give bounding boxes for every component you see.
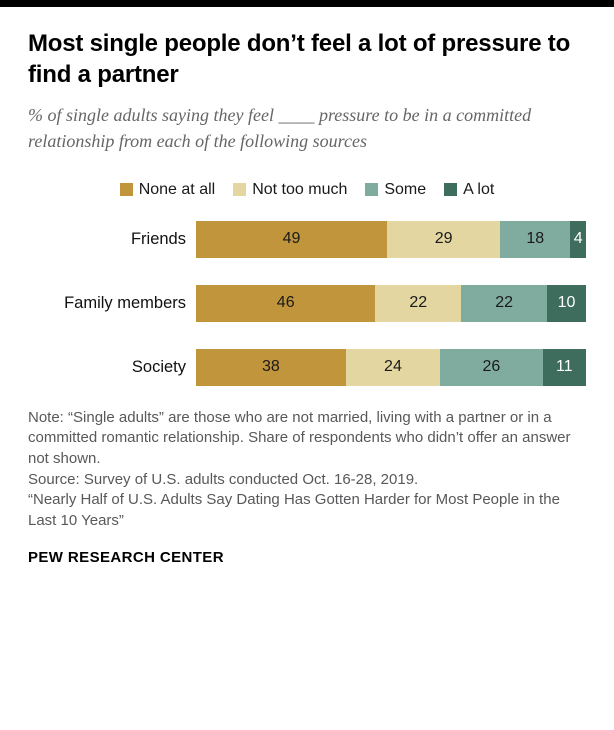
stacked-bar: 49 29 18 4 bbox=[196, 220, 586, 258]
bar-segment: 18 bbox=[500, 220, 571, 258]
bar-segment: 22 bbox=[375, 284, 462, 322]
chart-rows: Friends 49 29 18 4 Family members 46 22 22 10 Soci… bbox=[28, 220, 586, 386]
stacked-bar: 38 24 26 11 bbox=[196, 348, 586, 386]
legend-item: Some bbox=[365, 181, 426, 199]
report-title-text: “Nearly Half of U.S. Adults Say Dating H… bbox=[28, 491, 560, 529]
legend-label: Not too much bbox=[252, 180, 348, 198]
legend-item: None at all bbox=[119, 180, 216, 199]
note-text: Note: “Single adults” are those who are … bbox=[28, 408, 571, 467]
legend-label: Some bbox=[384, 180, 427, 198]
pew-research-center-wordmark: PEW RESEARCH CENTER bbox=[28, 548, 224, 566]
legend-item: Not too much bbox=[233, 181, 347, 199]
page-title: Most single people don’t feel a lot of p… bbox=[28, 30, 571, 88]
legend-swatch bbox=[365, 183, 379, 197]
bar-segment: 29 bbox=[387, 220, 501, 258]
category-label: Society bbox=[131, 357, 186, 376]
bar-segment: 10 bbox=[546, 284, 586, 322]
stacked-bar: 46 22 22 10 bbox=[196, 284, 586, 322]
chart-row: Society 38 24 26 11 bbox=[28, 348, 586, 386]
bar-segment: 24 bbox=[345, 348, 441, 386]
top-black-bar bbox=[0, 0, 614, 7]
legend-label: A lot bbox=[463, 180, 495, 198]
chart-row: Family members 46 22 22 10 bbox=[28, 284, 586, 322]
chart-row: Friends 49 29 18 4 bbox=[28, 220, 586, 258]
bar-segment: 49 bbox=[196, 220, 388, 258]
bar-segment: 46 bbox=[196, 284, 376, 322]
legend-swatch bbox=[444, 183, 458, 197]
legend-item: A lot bbox=[444, 181, 494, 199]
source-text: Source: Survey of U.S. adults conducted … bbox=[28, 470, 419, 488]
bar-segment: 11 bbox=[542, 348, 586, 386]
category-label: Friends bbox=[130, 229, 186, 248]
legend-swatch bbox=[233, 183, 247, 197]
bar-segment: 22 bbox=[461, 284, 547, 322]
legend-swatch bbox=[119, 183, 133, 197]
bar-segment: 26 bbox=[440, 348, 543, 386]
bar-segment: 38 bbox=[196, 348, 346, 386]
notes-block: Note: “Single adults” are those who are … bbox=[28, 408, 586, 532]
chart-card: Most single people don’t feel a lot of p… bbox=[0, 29, 614, 566]
legend-label: None at all bbox=[138, 180, 216, 198]
category-label: Family members bbox=[64, 293, 186, 312]
chart-subtitle: % of single adults saying they feel ____… bbox=[28, 105, 532, 151]
bar-segment: 4 bbox=[570, 220, 586, 258]
legend: None at all Not too much Some A lot bbox=[28, 181, 586, 199]
